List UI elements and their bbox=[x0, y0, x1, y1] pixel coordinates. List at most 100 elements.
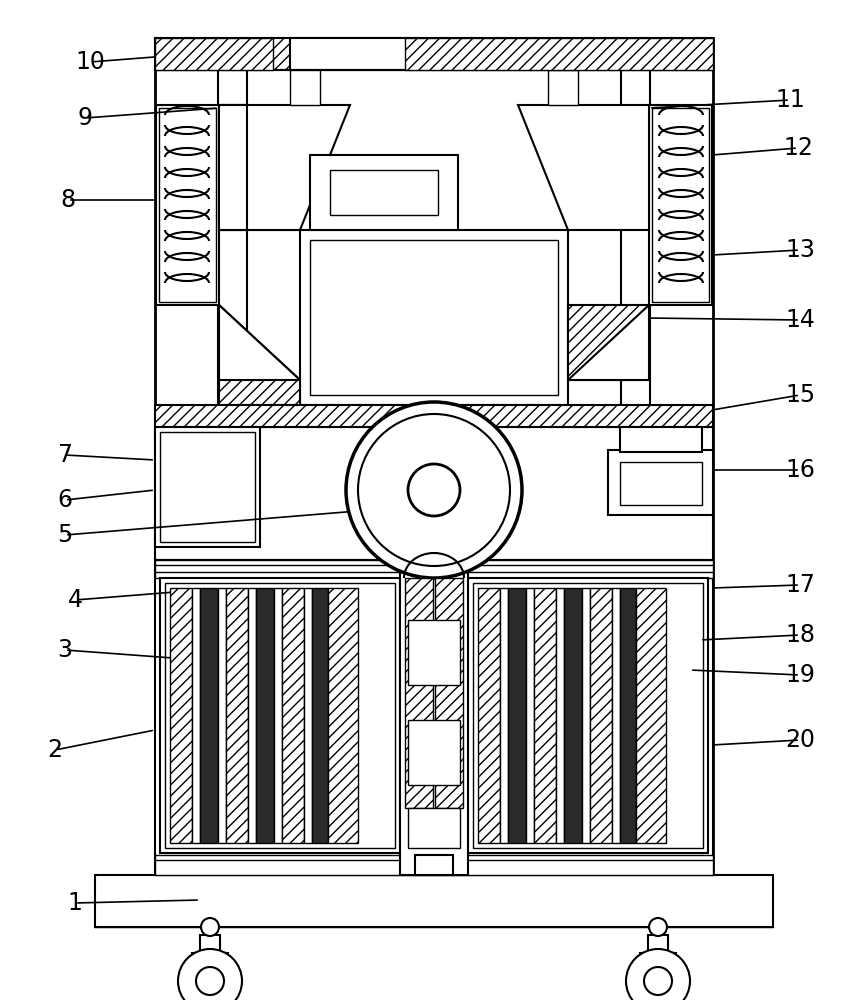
Bar bbox=[165, 583, 395, 848]
Polygon shape bbox=[518, 105, 649, 230]
Bar bbox=[648, 935, 668, 957]
Circle shape bbox=[644, 967, 672, 995]
Bar bbox=[408, 720, 460, 785]
Circle shape bbox=[358, 414, 510, 566]
Polygon shape bbox=[568, 305, 649, 380]
Text: 3: 3 bbox=[57, 638, 73, 662]
Text: 4: 4 bbox=[68, 588, 82, 612]
Bar bbox=[274, 588, 282, 843]
Bar bbox=[556, 588, 564, 843]
Bar bbox=[310, 240, 558, 395]
Bar bbox=[620, 462, 702, 505]
Bar bbox=[282, 588, 304, 843]
Bar bbox=[155, 405, 713, 427]
Text: 14: 14 bbox=[785, 308, 815, 332]
Bar bbox=[155, 38, 273, 70]
Text: 9: 9 bbox=[77, 106, 93, 130]
Bar bbox=[304, 588, 312, 843]
Bar bbox=[160, 578, 400, 853]
Bar bbox=[405, 578, 433, 808]
Bar bbox=[290, 70, 320, 105]
Bar bbox=[548, 70, 578, 105]
Text: 19: 19 bbox=[785, 663, 815, 687]
Circle shape bbox=[626, 949, 690, 1000]
Bar bbox=[582, 588, 590, 843]
Bar bbox=[156, 105, 219, 305]
Bar bbox=[256, 588, 274, 843]
Bar bbox=[415, 855, 453, 875]
Bar bbox=[200, 935, 220, 957]
Bar bbox=[155, 38, 713, 875]
Bar bbox=[408, 620, 460, 685]
Bar bbox=[508, 588, 526, 843]
Bar bbox=[500, 588, 508, 843]
Polygon shape bbox=[219, 105, 247, 230]
Circle shape bbox=[201, 918, 219, 936]
Bar bbox=[159, 108, 216, 302]
Text: 18: 18 bbox=[785, 623, 815, 647]
Text: 8: 8 bbox=[61, 188, 76, 212]
Bar bbox=[590, 588, 612, 843]
Bar bbox=[612, 588, 620, 843]
Bar bbox=[155, 560, 713, 578]
Bar bbox=[649, 105, 712, 305]
Bar bbox=[526, 588, 534, 843]
Bar bbox=[300, 230, 568, 405]
Bar bbox=[652, 108, 709, 302]
Text: 6: 6 bbox=[57, 488, 73, 512]
Bar bbox=[155, 427, 260, 547]
Circle shape bbox=[196, 967, 224, 995]
Text: 20: 20 bbox=[785, 728, 815, 752]
Bar bbox=[405, 38, 713, 70]
Text: 7: 7 bbox=[57, 443, 73, 467]
Bar bbox=[248, 588, 256, 843]
Bar bbox=[408, 808, 460, 848]
Bar bbox=[155, 855, 713, 875]
Text: 15: 15 bbox=[785, 383, 815, 407]
Text: 1: 1 bbox=[68, 891, 82, 915]
Circle shape bbox=[649, 918, 667, 936]
Polygon shape bbox=[219, 305, 300, 405]
Bar bbox=[310, 155, 458, 230]
Circle shape bbox=[346, 402, 522, 578]
Text: 12: 12 bbox=[783, 136, 813, 160]
Polygon shape bbox=[568, 305, 649, 380]
Bar bbox=[95, 875, 773, 927]
Text: 13: 13 bbox=[785, 238, 815, 262]
Bar bbox=[226, 588, 248, 843]
Bar bbox=[155, 38, 273, 70]
Text: 17: 17 bbox=[785, 573, 815, 597]
Circle shape bbox=[408, 464, 460, 516]
Bar bbox=[290, 38, 410, 70]
Text: 16: 16 bbox=[785, 458, 815, 482]
Bar bbox=[218, 588, 226, 843]
Bar bbox=[468, 578, 708, 853]
Bar bbox=[636, 588, 666, 843]
Bar bbox=[155, 560, 713, 875]
Bar bbox=[620, 588, 636, 843]
Bar bbox=[405, 38, 713, 70]
Text: 5: 5 bbox=[57, 523, 73, 547]
Bar bbox=[312, 588, 328, 843]
Bar bbox=[328, 588, 358, 843]
Text: 11: 11 bbox=[775, 88, 805, 112]
Bar bbox=[400, 560, 468, 875]
Polygon shape bbox=[219, 105, 300, 230]
Bar bbox=[478, 588, 500, 843]
Bar bbox=[330, 170, 438, 215]
Bar bbox=[620, 427, 702, 452]
Text: 10: 10 bbox=[75, 50, 105, 74]
Bar bbox=[534, 588, 556, 843]
Bar bbox=[564, 588, 582, 843]
Text: 2: 2 bbox=[48, 738, 62, 762]
Polygon shape bbox=[219, 105, 350, 230]
Bar bbox=[160, 432, 255, 542]
Bar bbox=[170, 588, 192, 843]
Bar bbox=[473, 583, 703, 848]
Circle shape bbox=[178, 949, 242, 1000]
Bar bbox=[155, 427, 713, 560]
Polygon shape bbox=[219, 305, 300, 380]
Bar bbox=[200, 588, 218, 843]
Bar bbox=[155, 38, 713, 70]
Bar bbox=[608, 450, 713, 515]
